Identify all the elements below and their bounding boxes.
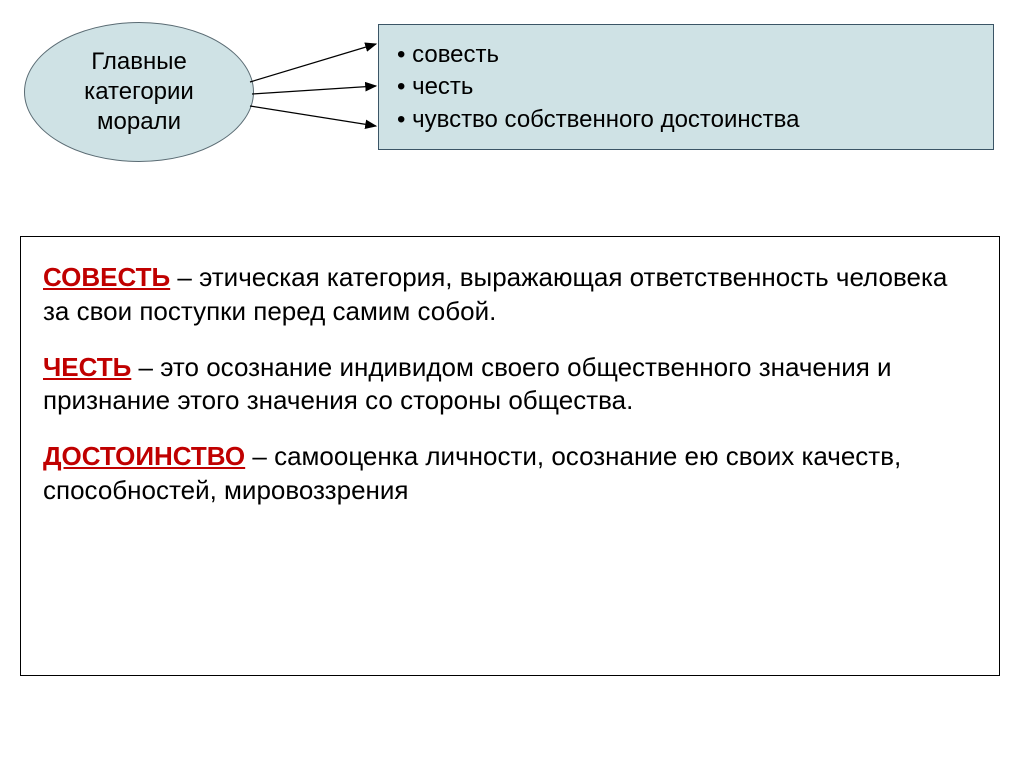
arrow-1 (252, 86, 376, 94)
definition-1: ЧЕСТЬ – это осознание индивидом своего о… (43, 351, 977, 419)
main-categories-ellipse: Главные категории морали (24, 22, 254, 162)
definition-2: ДОСТОИНСТВО – самооценка личности, осозн… (43, 440, 977, 508)
category-bullet-2: чувство собственного достоинства (397, 104, 975, 136)
categories-list-box: совестьчестьчувство собственного достоин… (378, 24, 994, 150)
definition-term-2: ДОСТОИНСТВО (43, 441, 245, 471)
ellipse-line1: Главные (91, 48, 187, 75)
definition-text-0: – этическая категория, выражающая ответс… (43, 262, 947, 326)
definition-text-1: – это осознание индивидом своего обществ… (43, 352, 892, 416)
definition-term-0: СОВЕСТЬ (43, 262, 170, 292)
ellipse-line3: морали (97, 108, 181, 135)
ellipse-line2: категории (84, 78, 194, 105)
category-bullet-0: совесть (397, 39, 975, 71)
definition-term-1: ЧЕСТЬ (43, 352, 131, 382)
definition-0: СОВЕСТЬ – этическая категория, выражающа… (43, 261, 977, 329)
category-bullet-1: честь (397, 71, 975, 103)
ellipse-text: Главные категории морали (84, 47, 194, 137)
categories-list: совестьчестьчувство собственного достоин… (397, 39, 975, 136)
arrow-0 (250, 44, 376, 82)
arrow-2 (250, 106, 376, 126)
definitions-box: СОВЕСТЬ – этическая категория, выражающа… (20, 236, 1000, 676)
